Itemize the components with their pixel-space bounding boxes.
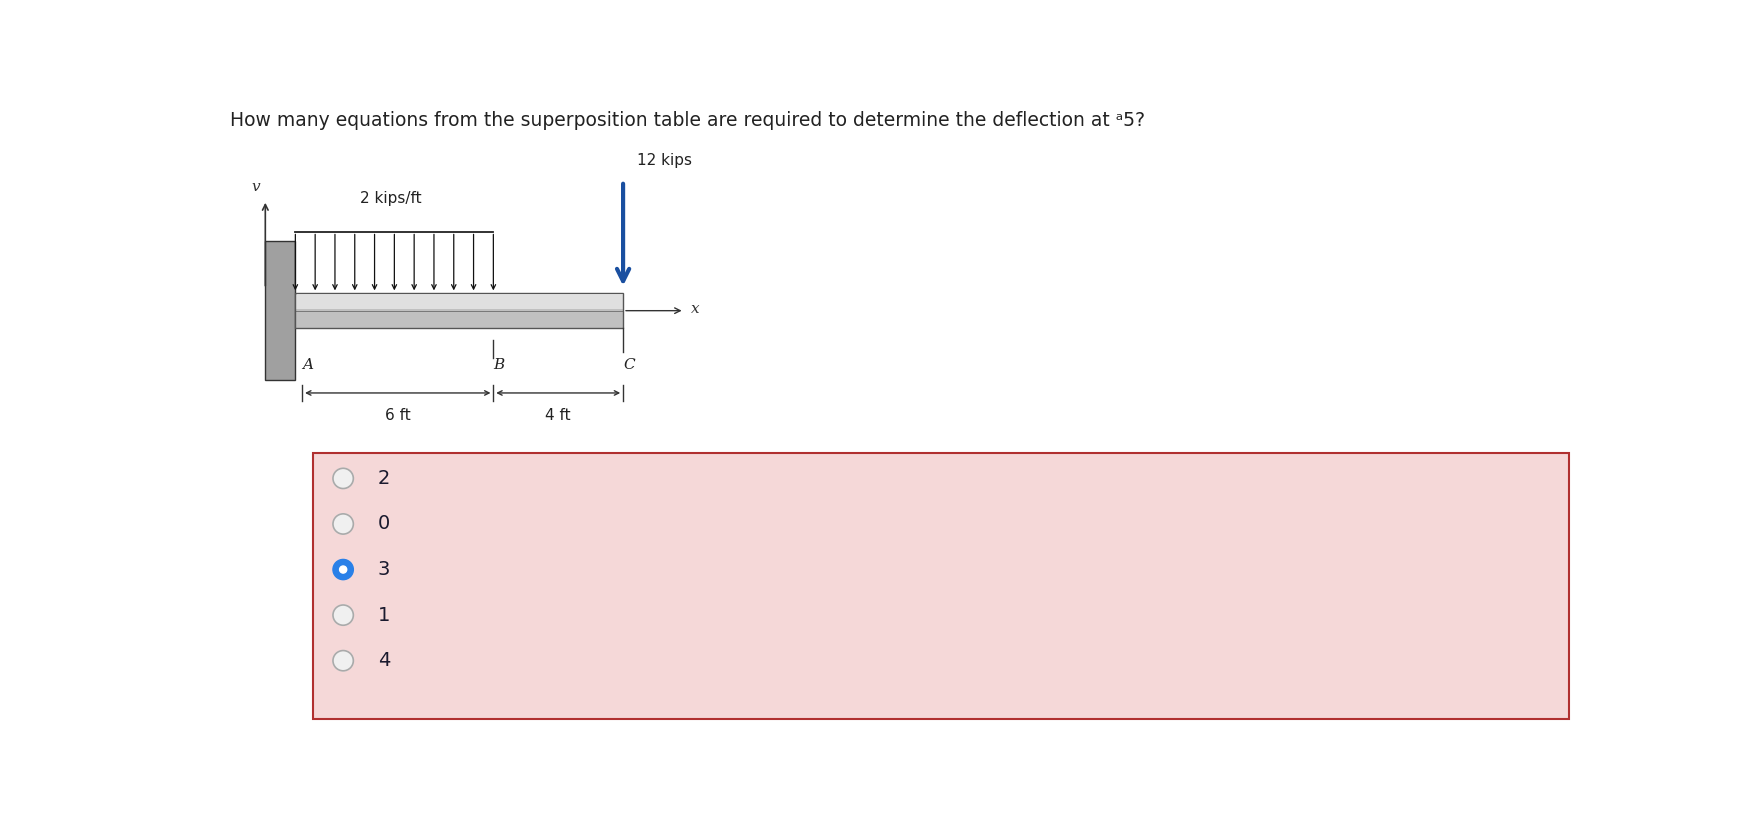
Bar	[296, 309, 624, 328]
Text: 0: 0	[377, 515, 389, 533]
Ellipse shape	[333, 560, 354, 580]
Bar	[296, 295, 624, 311]
Bar	[296, 293, 624, 328]
Text: 2 kips/ft: 2 kips/ft	[359, 192, 421, 206]
Text: B: B	[493, 358, 504, 372]
Text: 3: 3	[377, 560, 391, 579]
Text: A: A	[303, 358, 314, 372]
Ellipse shape	[333, 469, 354, 488]
Ellipse shape	[333, 650, 354, 671]
Bar	[266, 241, 296, 381]
Text: 4: 4	[377, 651, 391, 670]
FancyBboxPatch shape	[314, 453, 1570, 719]
Text: 4 ft: 4 ft	[546, 408, 571, 423]
Text: 2: 2	[377, 469, 391, 488]
Ellipse shape	[340, 566, 347, 573]
Ellipse shape	[333, 605, 354, 626]
Ellipse shape	[333, 514, 354, 534]
Text: How many equations from the superposition table are required to determine the de: How many equations from the superpositio…	[229, 111, 1145, 131]
Text: 1: 1	[377, 606, 391, 625]
Text: 6 ft: 6 ft	[384, 408, 411, 423]
Text: v: v	[252, 179, 261, 194]
Text: C: C	[624, 358, 634, 372]
Text: 12 kips: 12 kips	[636, 153, 692, 169]
Text: x: x	[691, 302, 700, 316]
